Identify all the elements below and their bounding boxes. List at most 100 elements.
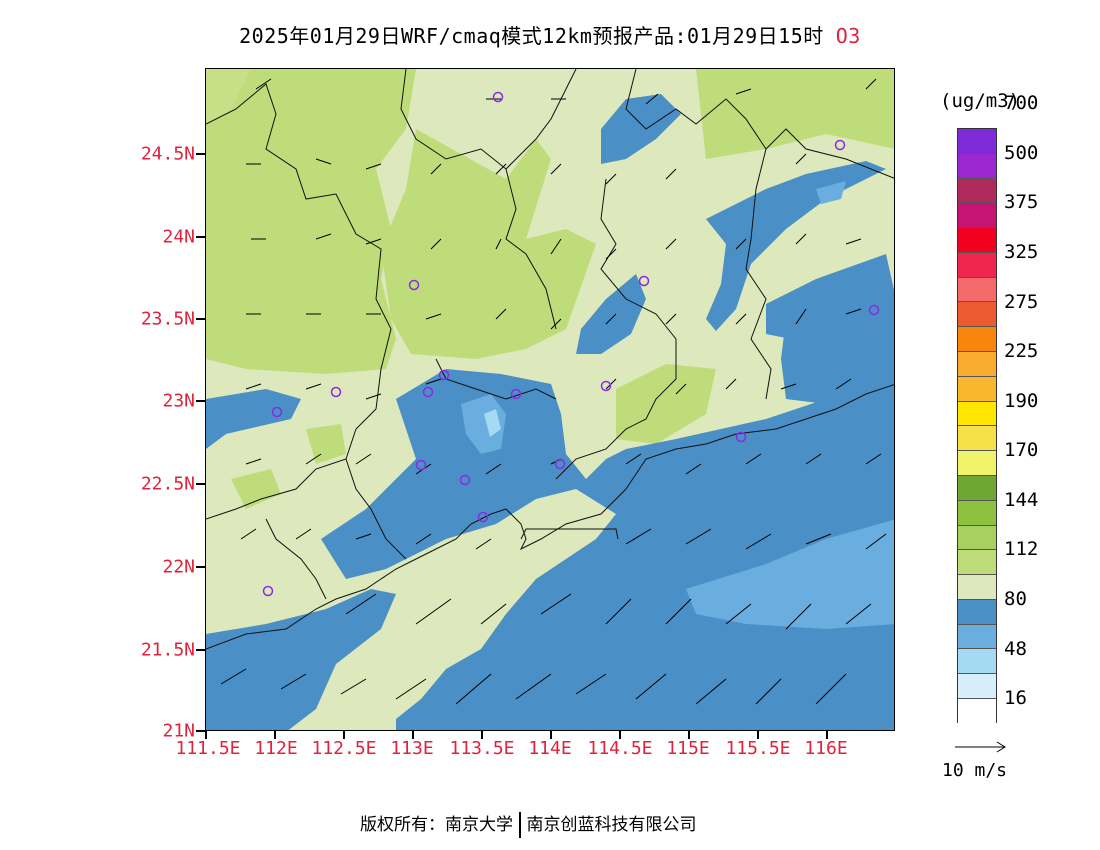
station-marker — [415, 459, 427, 471]
blue-region-northeast-band — [706, 161, 886, 331]
wind-row-2 — [246, 153, 807, 185]
lat-label: 21N — [162, 720, 195, 742]
lat-tick — [196, 483, 205, 485]
county-borders-west — [265, 458, 407, 600]
lon-label: 113E — [390, 738, 434, 759]
light-blue-region-core — [461, 394, 506, 454]
colorbar-segment — [958, 153, 996, 179]
boundary-lines — [206, 69, 894, 650]
lon-tick — [274, 731, 276, 739]
lat-label: 24.5N — [140, 143, 195, 165]
blue-region-west-coast — [206, 389, 301, 449]
lat-label: 21.5N — [140, 639, 195, 661]
green-region-east-center — [616, 364, 716, 444]
colorbar-segment — [958, 649, 996, 675]
green-region-west-coast — [306, 424, 346, 464]
green-region-southwest — [231, 469, 281, 509]
colorbar-segment — [958, 327, 996, 353]
station-marker — [638, 275, 650, 287]
wind-row-8 — [220, 668, 847, 705]
map-canvas — [206, 69, 894, 730]
station-marker — [868, 304, 880, 316]
colorbar-segment — [958, 352, 996, 377]
very-light-blue-regions — [484, 409, 501, 437]
wind-vector-key-arrow — [955, 741, 1006, 753]
lon-tick — [343, 731, 345, 739]
colorbar-segment — [958, 475, 996, 501]
colorbar-unit: (ug/m3) — [940, 90, 1021, 112]
station-marker — [438, 369, 450, 381]
county-borders-east — [625, 69, 894, 400]
colorbar-segment — [958, 698, 996, 724]
concentration-map — [205, 68, 895, 731]
monitoring-stations — [262, 91, 880, 597]
colorbar-label: 144 — [1004, 488, 1039, 511]
colorbar-segment — [958, 228, 996, 253]
blue-region-north-center — [601, 94, 681, 164]
title-text: 2025年01月29日WRF/cmaq模式12km预报产品:01月29日15时 — [239, 24, 824, 48]
hk-boundary — [520, 528, 619, 540]
colorbar-segment — [958, 277, 996, 303]
lon-label: 113.5E — [449, 738, 515, 759]
station-marker — [834, 139, 846, 151]
wind-row-3 — [251, 233, 862, 260]
lon-tick — [757, 731, 759, 739]
green-region-north-center — [381, 129, 596, 359]
species-label: O3 — [835, 24, 861, 48]
colorbar-segment — [958, 376, 996, 402]
colorbar-segment — [958, 674, 996, 699]
lat-label: 23.5N — [140, 308, 195, 330]
lon-tick — [826, 731, 828, 739]
colorbar-segment — [958, 401, 996, 427]
colorbar-label: 190 — [1004, 389, 1039, 412]
copyright-right: 南京创蓝科技有限公司 — [526, 815, 697, 835]
lon-tick — [412, 731, 414, 739]
station-marker — [271, 406, 283, 418]
lat-tick — [196, 236, 205, 238]
colorbar-segment — [958, 599, 996, 625]
station-marker — [330, 386, 342, 398]
blue-region-main — [321, 369, 894, 730]
lat-label: 22N — [162, 556, 195, 578]
colorbar-label: 112 — [1004, 538, 1039, 561]
very-light-blue-region-core — [484, 409, 501, 437]
lat-label: 22.5N — [140, 473, 195, 495]
colorbar-segment — [958, 178, 996, 204]
wind-row-7 — [240, 528, 887, 550]
station-marker — [408, 279, 420, 291]
colorbar-label: 170 — [1004, 439, 1039, 462]
station-marker — [554, 458, 566, 470]
lon-label: 112.5E — [311, 738, 377, 759]
lon-label: 114.5E — [587, 738, 653, 759]
colorbar-label: 48 — [1004, 637, 1027, 660]
station-marker — [492, 91, 504, 103]
province-border — [206, 83, 392, 520]
colorbar-segment — [958, 525, 996, 551]
colorbar-label: 80 — [1004, 588, 1027, 611]
colorbar-label: 16 — [1004, 687, 1027, 710]
wind-row-9 — [345, 593, 872, 630]
colorbar-segment — [958, 575, 996, 600]
lon-tick — [481, 731, 483, 739]
lon-label: 112E — [254, 738, 298, 759]
footer-separator — [519, 812, 521, 838]
coastline — [206, 384, 894, 650]
county-borders-central — [435, 178, 677, 480]
lon-tick — [205, 731, 207, 739]
lat-label: 23N — [162, 390, 195, 412]
green-region-northwest — [206, 69, 416, 374]
lon-label: 111.5E — [175, 738, 241, 759]
lat-tick — [196, 730, 205, 732]
station-marker — [735, 431, 747, 443]
lon-tick — [550, 731, 552, 739]
lon-tick — [619, 731, 621, 739]
wind-vector-key-label: 10 m/s — [942, 760, 1008, 781]
county-borders-north — [400, 69, 577, 330]
wind-row-5 — [245, 378, 852, 400]
green-region-northeast — [696, 69, 894, 159]
colorbar — [957, 128, 997, 724]
green-region-top-left — [206, 69, 251, 124]
station-marker — [477, 511, 489, 523]
blue-region-south-shelf — [206, 589, 396, 730]
station-marker — [459, 474, 471, 486]
